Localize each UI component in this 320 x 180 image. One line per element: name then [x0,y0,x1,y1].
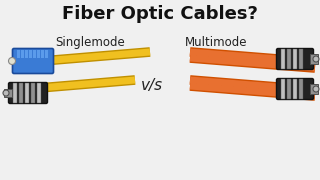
Bar [281,79,285,99]
Bar [310,54,318,64]
Bar [29,50,31,58]
Bar [17,50,20,58]
FancyBboxPatch shape [276,48,314,69]
Text: v/s: v/s [141,78,163,93]
Text: Fiber Optic Cables?: Fiber Optic Cables? [62,5,258,23]
Bar [293,79,297,99]
FancyBboxPatch shape [12,48,53,73]
Text: Singlemode: Singlemode [55,35,125,48]
FancyBboxPatch shape [276,78,314,100]
Bar [4,89,12,97]
Bar [25,50,28,58]
Bar [13,83,17,103]
Bar [310,84,318,94]
Circle shape [3,90,9,96]
Circle shape [313,86,319,92]
Bar [299,49,303,69]
Bar [37,50,39,58]
Bar [41,50,44,58]
Bar [281,49,285,69]
Bar [33,50,36,58]
Text: Multimode: Multimode [185,35,247,48]
Bar [19,83,23,103]
Bar [287,79,291,99]
Bar [45,50,47,58]
Bar [31,83,35,103]
Bar [293,49,297,69]
Bar [37,83,41,103]
Bar [299,79,303,99]
Circle shape [9,57,15,64]
Bar [25,83,29,103]
Bar [21,50,23,58]
FancyBboxPatch shape [9,82,47,103]
Circle shape [313,56,319,62]
Bar [287,49,291,69]
